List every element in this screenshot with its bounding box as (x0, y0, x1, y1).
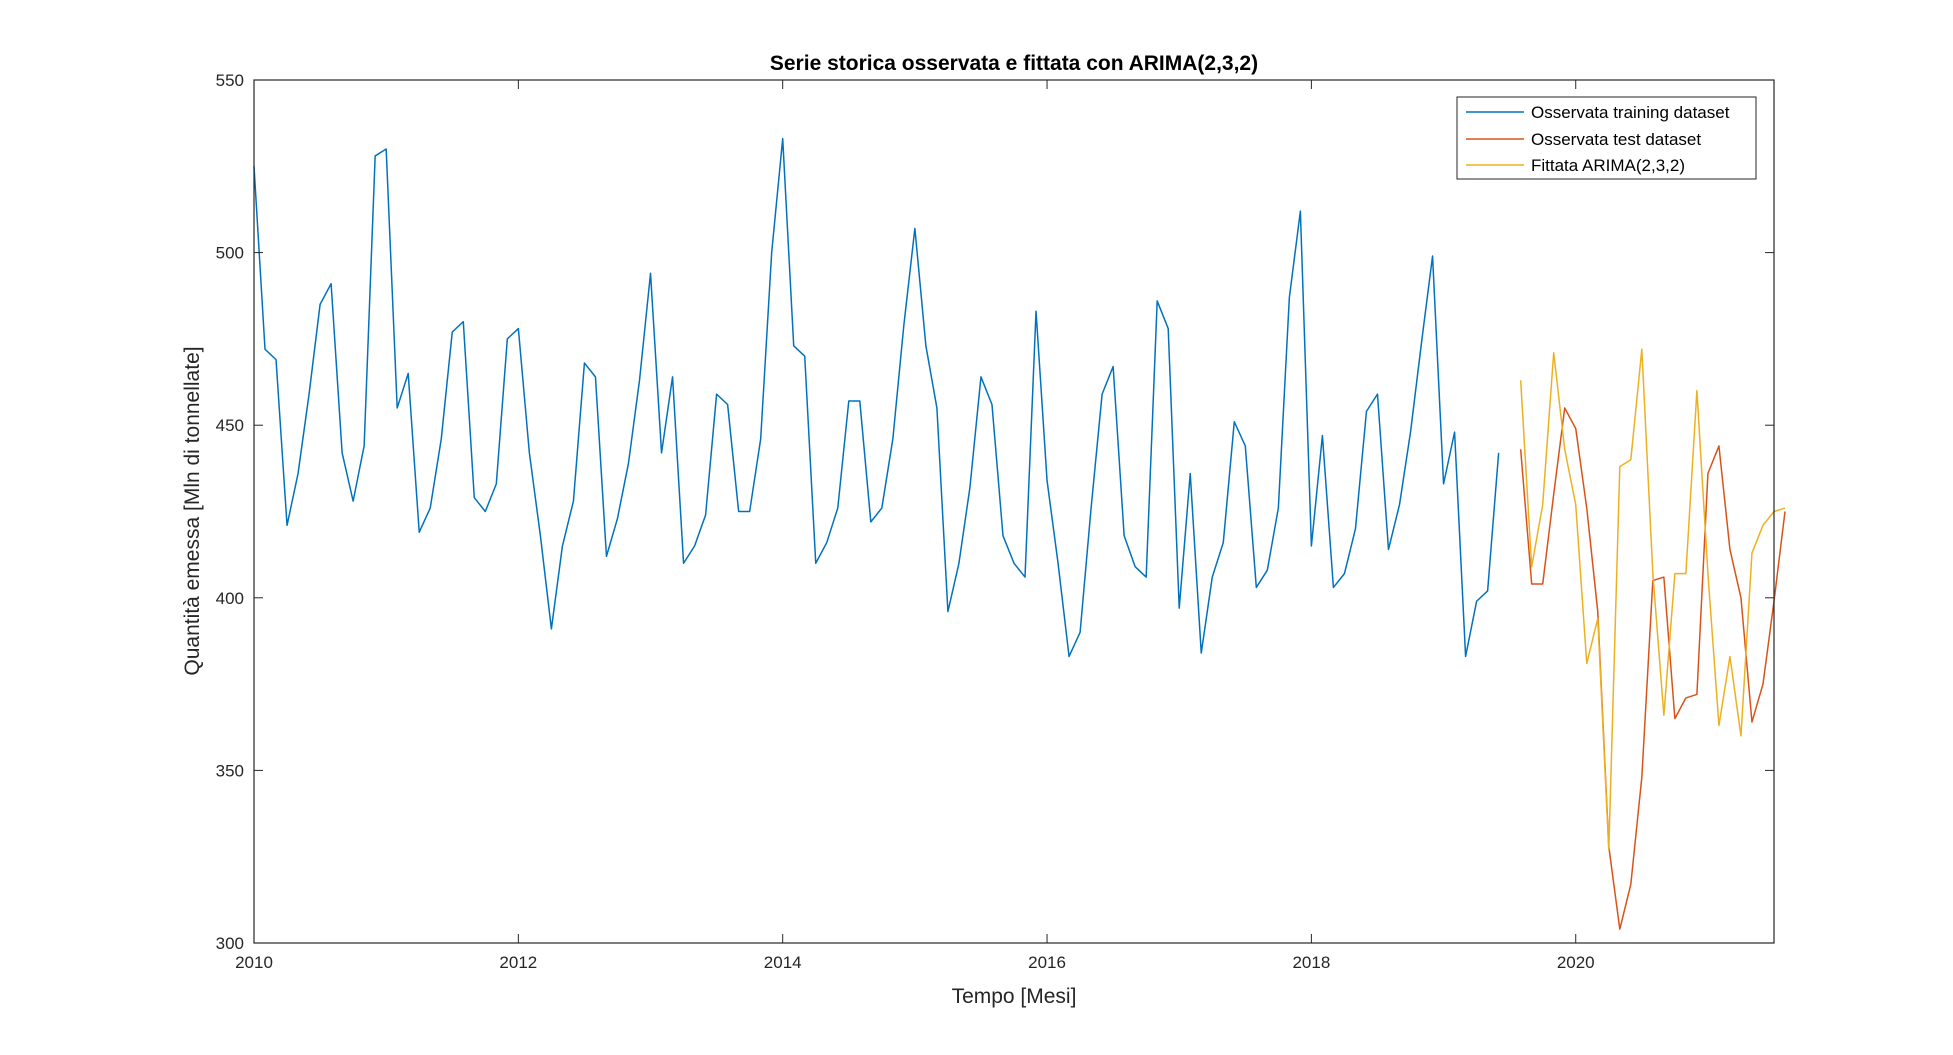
series-layer (253, 137, 1786, 930)
y-tick-label-4: 500 (216, 244, 244, 263)
plot-area (254, 80, 1774, 943)
y-tick-label-5: 550 (216, 71, 244, 90)
y-axis-label: Quantità emessa [Mln di tonnellate] (181, 346, 204, 675)
legend-label-fitted: Fittata ARIMA(2,3,2) (1531, 156, 1685, 175)
y-axis: 300 350 400 450 500 550 (216, 71, 1774, 953)
x-axis: 2010 2012 2014 2016 2018 2020 (235, 80, 1595, 972)
plot-frame (253, 79, 1775, 944)
chart-title: Serie storica osservata e fittata con AR… (770, 52, 1258, 75)
series-line-2 (1519, 348, 1786, 851)
y-tick-label-0: 300 (216, 934, 244, 953)
x-tick-label-4: 2018 (1292, 953, 1330, 972)
x-axis-label: Tempo [Mesi] (952, 985, 1077, 1008)
legend-label-training: Osservata training dataset (1531, 103, 1730, 122)
series-line-0 (253, 137, 1500, 658)
y-tick-label-3: 450 (216, 416, 244, 435)
x-tick-label-1: 2012 (499, 953, 537, 972)
x-tick-label-5: 2020 (1557, 953, 1595, 972)
x-tick-label-3: 2016 (1028, 953, 1066, 972)
y-tick-label-1: 350 (216, 761, 244, 780)
legend: Osservata training dataset Osservata tes… (1456, 96, 1757, 180)
legend-label-test: Osservata test dataset (1531, 130, 1701, 149)
y-tick-label-2: 400 (216, 589, 244, 608)
x-tick-label-0: 2010 (235, 953, 273, 972)
x-tick-label-2: 2014 (764, 953, 802, 972)
